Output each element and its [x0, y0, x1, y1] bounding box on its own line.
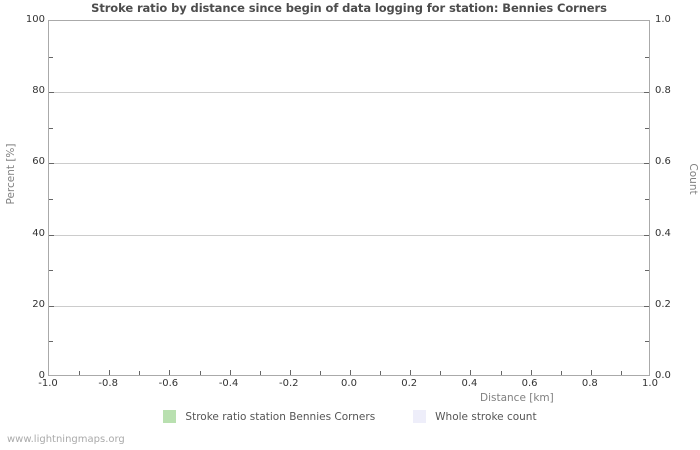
- legend-item[interactable]: Stroke ratio station Bennies Corners: [163, 410, 375, 423]
- plot-canvas: [49, 21, 649, 375]
- y-axis-tick-label: 60: [32, 156, 45, 168]
- x-axis-tick-label: -0.6: [158, 378, 179, 389]
- y-axis-tick-label: 80: [32, 85, 45, 97]
- y2-axis-tick-label: 0.6: [655, 156, 671, 168]
- y2-axis-tick-major: [644, 92, 649, 93]
- x-axis-tick-label: 0.8: [581, 378, 598, 389]
- y-axis-tick-label: 0: [38, 370, 45, 381]
- x-axis-tick-label: -1.0: [38, 378, 58, 389]
- y2-axis-tick-minor: [645, 341, 649, 342]
- y-axis-tick-label: 100: [25, 14, 45, 25]
- x-axis-tick-major: [230, 370, 231, 375]
- x-axis-tick-label: -0.2: [279, 378, 299, 389]
- plot-area: [48, 20, 650, 376]
- x-axis-tick-minor: [380, 371, 381, 375]
- y-axis-tick-minor: [49, 199, 53, 200]
- x-axis-tick-minor: [561, 371, 562, 375]
- legend-label: Whole stroke count: [435, 410, 537, 423]
- footer-credit: www.lightningmaps.org: [7, 434, 125, 445]
- y-axis-tick-minor: [49, 270, 53, 271]
- gridline-horizontal: [49, 306, 649, 307]
- x-axis-tick-minor: [200, 371, 201, 375]
- x-axis-tick-minor: [260, 371, 261, 375]
- y-axis-title-left: Percent [%]: [5, 143, 17, 205]
- x-axis-tick-major: [109, 370, 110, 375]
- x-axis-tick-label: 0.0: [341, 378, 357, 389]
- y2-axis-tick-label: 0.0: [655, 370, 671, 381]
- y-axis-tick-label: 40: [32, 227, 45, 239]
- x-axis-tick-major: [410, 370, 411, 375]
- y2-axis-tick-major: [644, 235, 649, 236]
- y2-axis-tick-label: 0.2: [655, 298, 671, 310]
- y2-axis-tick-minor: [645, 199, 649, 200]
- legend-swatch-icon: [163, 410, 177, 423]
- x-axis-tick-label: -0.4: [218, 378, 239, 389]
- x-axis-tick-minor: [79, 371, 80, 375]
- gridline-horizontal: [49, 235, 649, 236]
- x-axis-tick-minor: [139, 371, 140, 375]
- gridline-horizontal: [49, 92, 649, 93]
- y-axis-tick-minor: [49, 341, 53, 342]
- legend-item[interactable]: Whole stroke count: [413, 410, 537, 423]
- x-axis-tick-label: 0.4: [461, 378, 478, 389]
- x-axis-tick-minor: [320, 371, 321, 375]
- y2-axis-tick-minor: [645, 128, 649, 129]
- x-axis-tick-major: [350, 370, 351, 375]
- y2-axis-tick-label: 0.8: [655, 85, 671, 97]
- y-axis-tick-minor: [49, 57, 53, 58]
- x-axis-tick-major: [470, 370, 471, 375]
- x-axis-tick-major: [169, 370, 170, 375]
- y-axis-title-right: Count: [687, 163, 699, 195]
- x-axis-tick-label: 0.6: [521, 378, 538, 389]
- y2-axis-tick-major: [644, 306, 649, 307]
- x-axis-tick-label: 0.2: [401, 378, 418, 389]
- legend-label: Stroke ratio station Bennies Corners: [185, 410, 376, 423]
- y2-axis-tick-minor: [645, 57, 649, 58]
- gridline-horizontal: [49, 163, 649, 164]
- chart-legend: Stroke ratio station Bennies Corners Whol…: [0, 410, 700, 423]
- y2-axis-tick-minor: [645, 270, 649, 271]
- y-axis-tick-major: [49, 163, 54, 164]
- y-axis-tick-major: [49, 306, 54, 307]
- legend-swatch-icon: [413, 410, 427, 423]
- x-axis-tick-minor: [501, 371, 502, 375]
- y2-axis-tick-major: [644, 163, 649, 164]
- y2-axis-tick-label: 0.4: [655, 227, 671, 239]
- x-axis-tick-major: [290, 370, 291, 375]
- chart-title: Stroke ratio by distance since begin of …: [91, 1, 607, 15]
- y-axis-tick-major: [49, 235, 54, 236]
- y-axis-tick-minor: [49, 128, 53, 129]
- x-axis-tick-minor: [440, 371, 441, 375]
- y-axis-tick-label: 20: [32, 298, 45, 310]
- x-axis-title: Distance [km]: [480, 392, 554, 404]
- x-axis-tick-label: -0.8: [98, 378, 118, 389]
- y2-axis-tick-label: 1.0: [655, 14, 671, 25]
- x-axis-tick-minor: [621, 371, 622, 375]
- x-axis-tick-label: 1.0: [642, 378, 658, 389]
- x-axis-tick-major: [531, 370, 532, 375]
- y-axis-tick-major: [49, 92, 54, 93]
- x-axis-tick-major: [591, 370, 592, 375]
